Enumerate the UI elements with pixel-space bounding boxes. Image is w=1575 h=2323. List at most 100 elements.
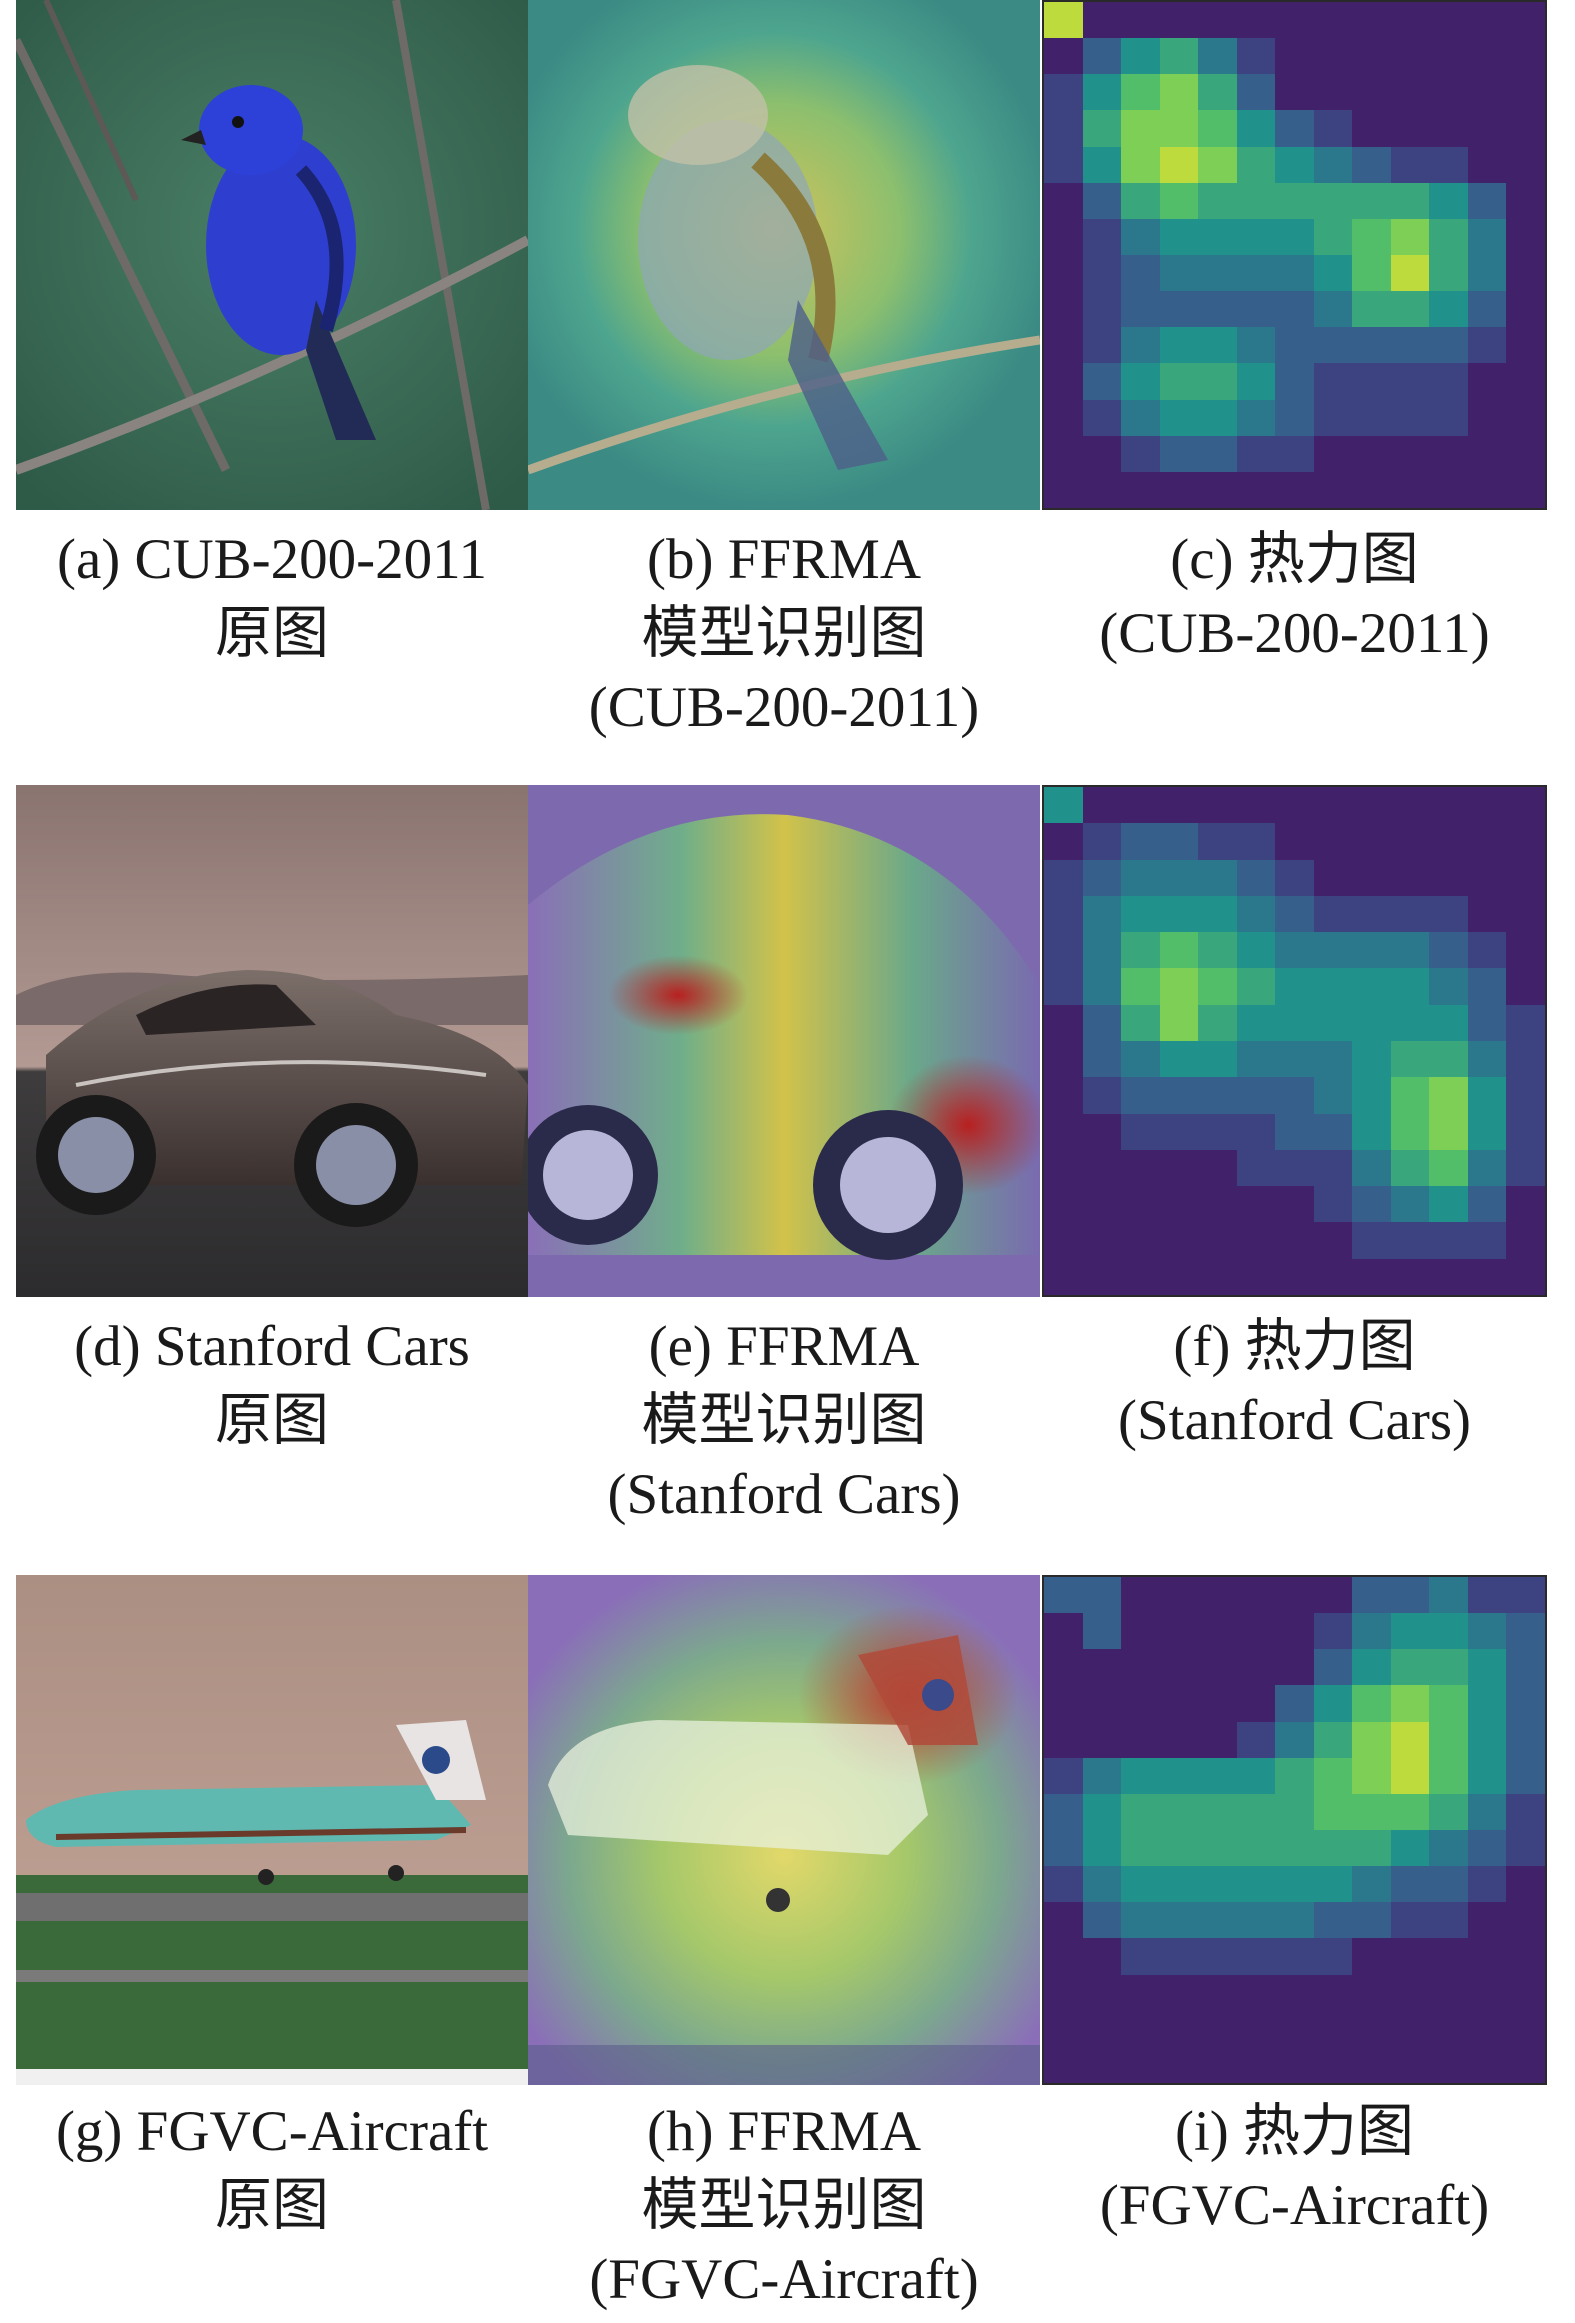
heatmap-cell xyxy=(1390,968,1430,1006)
heatmap-cell xyxy=(1352,895,1392,933)
heatmap-cell xyxy=(1082,1938,1122,1976)
heatmap-cell xyxy=(1121,1974,1161,2012)
heatmap-cell xyxy=(1313,146,1353,184)
heatmap-cell xyxy=(1082,1902,1122,1939)
heatmap-cell xyxy=(1121,968,1161,1006)
heatmap-cell xyxy=(1429,1113,1469,1151)
heatmap-cell xyxy=(1198,399,1238,437)
heatmap-cell xyxy=(1275,2010,1315,2048)
heatmap-cell xyxy=(1390,1830,1430,1867)
heatmap-cell xyxy=(1390,327,1430,364)
heatmap-cell xyxy=(1313,471,1353,509)
heatmap-cell xyxy=(1352,2046,1392,2084)
heatmap-cell xyxy=(1467,182,1507,220)
heatmap-cell xyxy=(1467,787,1507,824)
heatmap-cell xyxy=(1275,1757,1315,1795)
heatmap-cell xyxy=(1082,1186,1122,1223)
heatmap-cell xyxy=(1275,1974,1315,2012)
heatmap-cell xyxy=(1313,38,1353,75)
heatmap-cell xyxy=(1236,787,1276,824)
heatmap-cell xyxy=(1313,291,1353,328)
heatmap-cell xyxy=(1236,399,1276,437)
heatmap-cell xyxy=(1159,895,1199,933)
heatmap-cell xyxy=(1198,787,1238,824)
heatmap-cell xyxy=(1467,1649,1507,1686)
heatmap-cell xyxy=(1082,38,1122,75)
heatmap-cell xyxy=(1429,218,1469,256)
heatmap-cell xyxy=(1429,1577,1469,1614)
caption-line: (g) FGVC-Aircraft xyxy=(55,2100,489,2163)
heatmap-cell xyxy=(1275,1649,1315,1686)
caption-line: 原图 xyxy=(215,602,329,665)
heatmap-cell xyxy=(1390,255,1430,292)
heatmap-cell xyxy=(1429,38,1469,75)
heatmap-cell xyxy=(1159,787,1199,824)
heatmap-cell xyxy=(1313,1721,1353,1759)
heatmap-cell xyxy=(1313,1149,1353,1187)
heatmap-cell xyxy=(1429,823,1469,861)
heatmap-cell xyxy=(1044,1186,1084,1223)
heatmap-cell xyxy=(1352,1149,1392,1187)
heatmap-cell xyxy=(1429,435,1469,473)
heatmap-cell xyxy=(1198,110,1238,148)
heatmap-cell xyxy=(1198,218,1238,256)
heatmap-cell xyxy=(1467,435,1507,473)
heatmap-cell xyxy=(1506,895,1546,933)
heatmap-cell xyxy=(1352,968,1392,1006)
heatmap-cell xyxy=(1429,182,1469,220)
heatmap-cell xyxy=(1044,2010,1084,2048)
heatmap-cell xyxy=(1198,968,1238,1006)
heatmap-cell xyxy=(1044,1974,1084,2012)
heatmap-cell xyxy=(1159,291,1199,328)
heatmap-cell xyxy=(1044,327,1084,364)
heatmap-cell xyxy=(1159,1685,1199,1723)
heatmap-cell xyxy=(1121,1258,1161,1296)
heatmap-cell xyxy=(1159,1222,1199,1260)
heatmap-cell xyxy=(1121,1149,1161,1187)
heatmap-cell xyxy=(1044,1004,1084,1042)
panel-d-car-original xyxy=(16,785,528,1297)
heatmap-cell xyxy=(1121,1222,1161,1260)
heatmap-cell xyxy=(1082,1793,1122,1831)
heatmap-cell xyxy=(1506,1649,1546,1686)
heatmap-cell xyxy=(1467,2010,1507,2048)
heatmap-cell xyxy=(1429,1004,1469,1042)
heatmap-cell xyxy=(1198,1186,1238,1223)
heatmap-cell xyxy=(1429,110,1469,148)
heatmap-cell xyxy=(1121,363,1161,401)
heatmap-cell xyxy=(1236,218,1276,256)
heatmap-cell xyxy=(1429,255,1469,292)
caption-line: 模型识别图 xyxy=(641,1389,927,1452)
heatmap-cell xyxy=(1236,1866,1276,1903)
heatmap-cell xyxy=(1390,1685,1430,1723)
heatmap-cell xyxy=(1236,1613,1276,1650)
heatmap-cell xyxy=(1044,1830,1084,1867)
heatmap-cell xyxy=(1352,1721,1392,1759)
heatmap-cell xyxy=(1429,363,1469,401)
heatmap-cell xyxy=(1082,932,1122,969)
heatmap-cell xyxy=(1198,1938,1238,1976)
heatmap-cell xyxy=(1198,1685,1238,1723)
heatmap-cell xyxy=(1082,968,1122,1006)
heatmap-cell xyxy=(1506,399,1546,437)
heatmap-cell xyxy=(1044,968,1084,1006)
heatmap-cell xyxy=(1506,1613,1546,1650)
heatmap-cell xyxy=(1506,1938,1546,1976)
heatmap-cell xyxy=(1121,1613,1161,1650)
heatmap-cell xyxy=(1159,1902,1199,1939)
heatmap-cell xyxy=(1467,1613,1507,1650)
heatmap-cell xyxy=(1159,1757,1199,1795)
heatmap-cell xyxy=(1275,1721,1315,1759)
heatmap-cell xyxy=(1467,1186,1507,1223)
heatmap-cell xyxy=(1275,38,1315,75)
heatmap-cell xyxy=(1159,1974,1199,2012)
heatmap-cell xyxy=(1082,1222,1122,1260)
heatmap-cell xyxy=(1082,110,1122,148)
panel-g-aircraft-original xyxy=(16,1575,528,2085)
heatmap-cell xyxy=(1159,471,1199,509)
heatmap-cell xyxy=(1159,1004,1199,1042)
heatmap-cell xyxy=(1429,1793,1469,1831)
heatmap-cell xyxy=(1044,1649,1084,1686)
heatmap-cell xyxy=(1198,38,1238,75)
heatmap-cell xyxy=(1506,146,1546,184)
